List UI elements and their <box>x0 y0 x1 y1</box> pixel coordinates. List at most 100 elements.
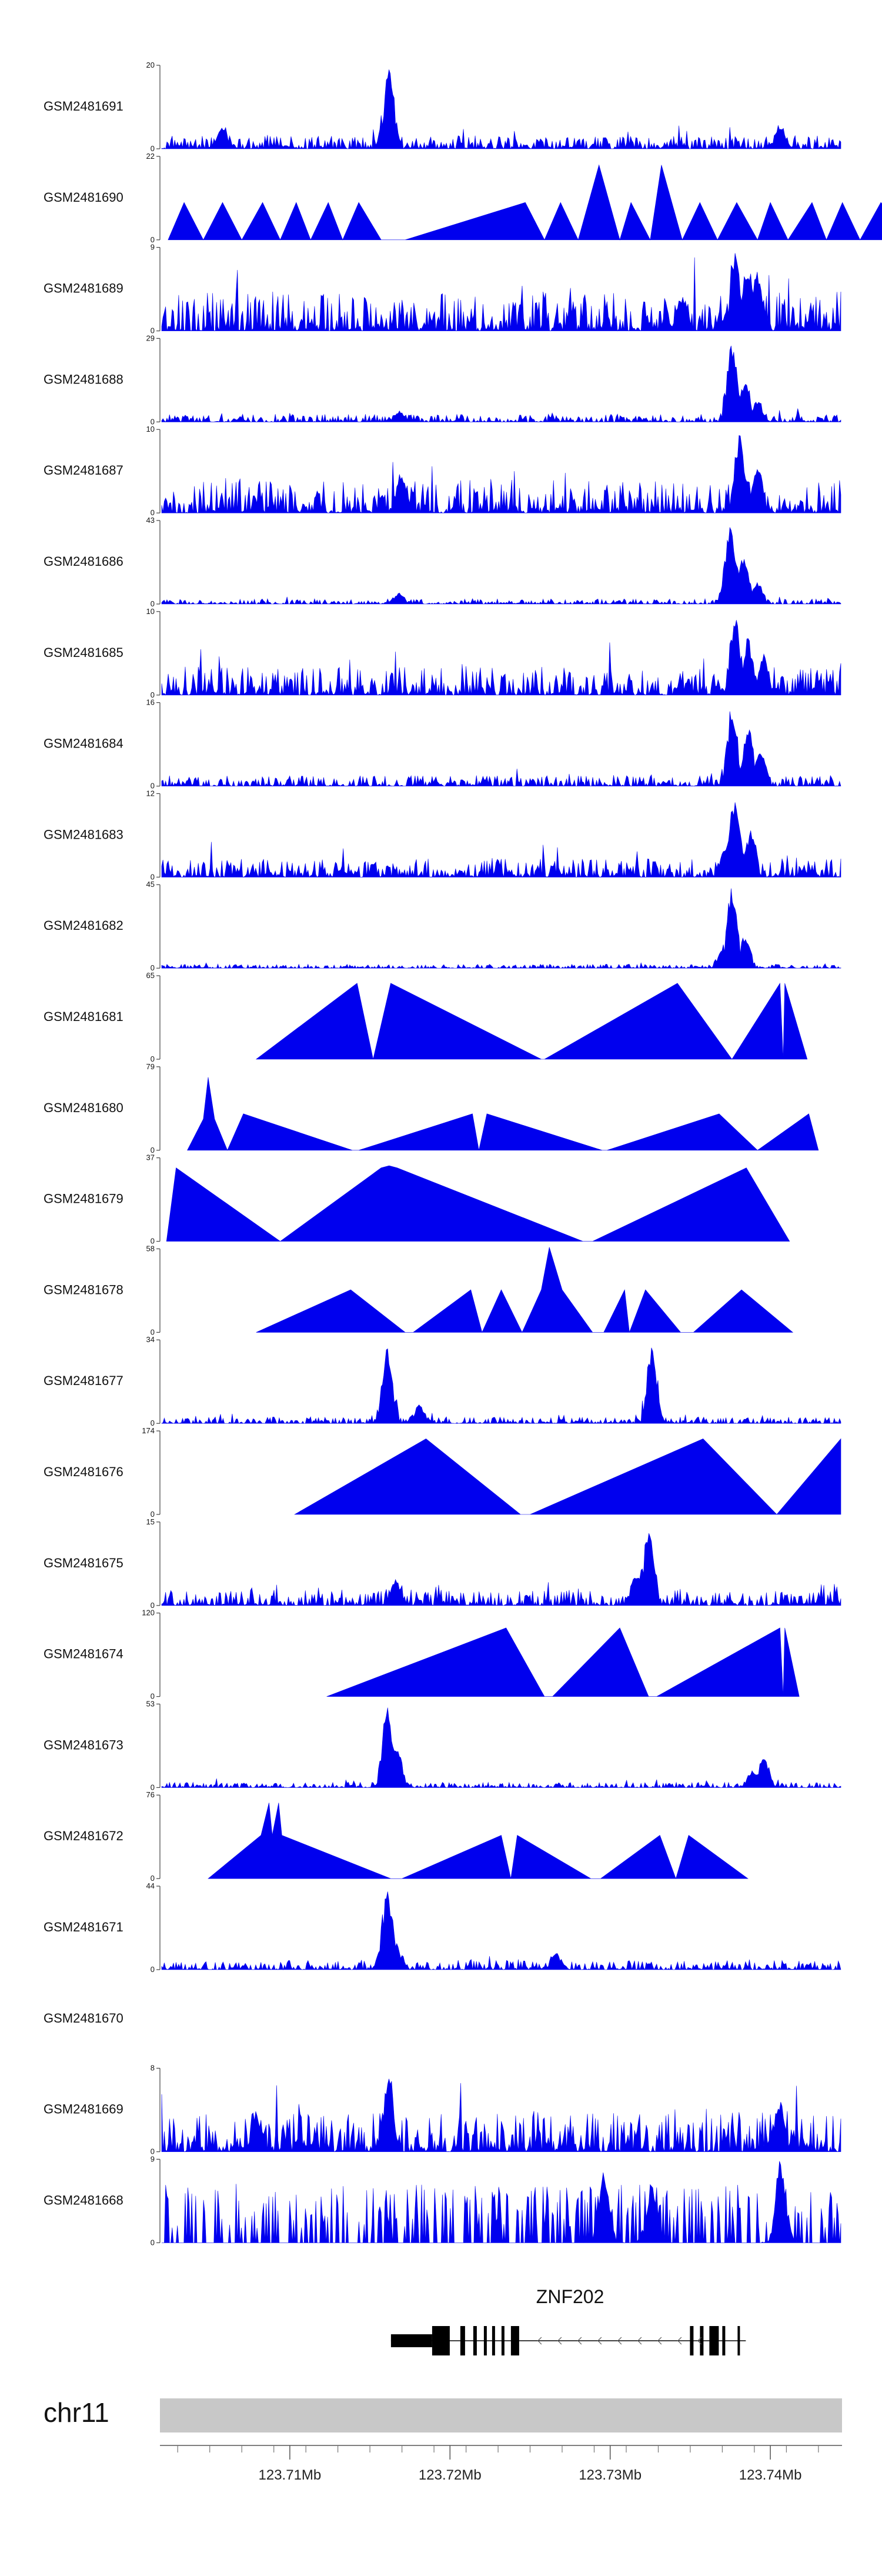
track-GSM2481680: GSM2481680 79 0 <box>44 1062 819 1154</box>
signal-area <box>255 982 808 1060</box>
track-GSM2481681: GSM2481681 65 0 <box>44 971 808 1063</box>
y-axis: 15 0 <box>146 1517 161 1610</box>
x-tick-label: 123.74Mb <box>739 2467 802 2483</box>
y-tick-label: 10 <box>146 425 155 433</box>
strand-arrow <box>677 2337 682 2345</box>
y-tick-label: 0 <box>151 963 155 972</box>
x-tick-label: 123.73Mb <box>579 2467 642 2483</box>
y-axis: 43 0 <box>146 516 161 608</box>
track-GSM2481669: GSM2481669 80 <box>44 2064 841 2156</box>
signal-area <box>166 1165 790 1242</box>
y-tick-label: 0 <box>151 1419 155 1427</box>
y-tick-label: 45 <box>146 880 155 889</box>
track-label: GSM2481670 <box>44 2011 123 2026</box>
y-axis: 80 <box>151 2064 161 2156</box>
signal-area <box>256 1247 794 1333</box>
y-tick-label: 29 <box>146 333 155 342</box>
track-GSM2481682: GSM2481682 45 0 <box>44 880 841 972</box>
gene-exon <box>501 2326 505 2355</box>
track-GSM2481687: GSM2481687 10 0 <box>44 425 841 517</box>
y-tick-label: 0 <box>151 2238 155 2247</box>
y-tick-label: 0 <box>151 235 155 244</box>
track-GSM2481670: GSM2481670 <box>44 2011 123 2026</box>
y-tick-label: 12 <box>146 789 155 798</box>
track-label: GSM2481669 <box>44 2102 123 2117</box>
y-tick-label: 0 <box>151 1327 155 1336</box>
y-axis: 10 0 <box>146 425 161 517</box>
chromosome-label: chr11 <box>44 2397 109 2428</box>
gene-exon <box>483 2326 487 2355</box>
gene-exon <box>432 2326 450 2355</box>
track-GSM2481672: GSM2481672 76 0 <box>44 1790 749 1883</box>
y-axis: 16 0 <box>146 698 161 790</box>
y-tick-label: 16 <box>146 698 155 707</box>
track-GSM2481678: GSM2481678 58 0 <box>44 1244 794 1336</box>
signal-area <box>187 1077 819 1151</box>
signal-area <box>161 620 841 696</box>
y-tick-label: 0 <box>151 1055 155 1063</box>
y-tick-label: 10 <box>146 607 155 616</box>
y-tick-label: 79 <box>146 1062 155 1071</box>
track-GSM2481675: GSM2481675 15 0 <box>44 1517 841 1610</box>
track-label: GSM2481691 <box>44 99 123 114</box>
y-tick-label: 76 <box>146 1790 155 1799</box>
signal-area <box>162 2161 841 2243</box>
y-tick-label: 37 <box>146 1153 155 1162</box>
track-label: GSM2481686 <box>44 554 123 569</box>
y-tick-label: 174 <box>142 1426 155 1435</box>
y-tick-label: 0 <box>151 690 155 699</box>
y-axis: 79 0 <box>146 1062 161 1154</box>
gene-exon <box>473 2326 477 2355</box>
y-tick-label: 44 <box>146 1881 155 1890</box>
strand-arrow <box>637 2337 642 2345</box>
gene-exon <box>709 2326 719 2355</box>
y-axis: 20 0 <box>146 61 161 153</box>
track-label: GSM2481684 <box>44 736 123 751</box>
track-GSM2481679: GSM2481679 37 0 <box>44 1153 790 1246</box>
track-GSM2481686: GSM2481686 43 0 <box>44 516 841 608</box>
y-tick-label: 0 <box>151 1146 155 1154</box>
track-label: GSM2481678 <box>44 1282 123 1297</box>
y-axis: 29 0 <box>146 333 161 426</box>
signal-area <box>161 888 841 969</box>
track-label: GSM2481688 <box>44 372 123 386</box>
y-tick-label: 15 <box>146 1517 155 1526</box>
y-tick-label: 9 <box>151 243 155 252</box>
track-label: GSM2481690 <box>44 190 123 205</box>
track-GSM2481690: GSM2481690 22 0 <box>44 152 882 244</box>
strand-arrow <box>697 2337 702 2345</box>
track-GSM2481674: GSM2481674 120 0 <box>44 1609 800 1701</box>
track-label: GSM2481673 <box>44 1737 123 1752</box>
y-axis: 76 0 <box>146 1790 161 1883</box>
gene-exon <box>700 2326 704 2355</box>
y-tick-label: 22 <box>146 152 155 161</box>
chromosome-ideogram: chr11 <box>44 2397 842 2432</box>
y-axis: 120 0 <box>142 1609 161 1701</box>
track-GSM2481671: GSM2481671 44 0 <box>44 1881 841 1974</box>
y-axis: 37 0 <box>146 1153 161 1246</box>
y-tick-label: 0 <box>151 144 155 153</box>
y-tick-label: 120 <box>142 1609 155 1617</box>
track-label: GSM2481672 <box>44 1828 123 1843</box>
track-label: GSM2481679 <box>44 1192 123 1206</box>
signal-area <box>161 345 841 423</box>
track-GSM2481673: GSM2481673 53 0 <box>44 1699 841 1791</box>
y-tick-label: 0 <box>151 326 155 335</box>
strand-arrow <box>537 2337 542 2345</box>
strand-arrow <box>617 2337 622 2345</box>
y-tick-label: 58 <box>146 1244 155 1253</box>
track-GSM2481688: GSM2481688 29 0 <box>44 333 841 426</box>
strand-arrow <box>577 2337 582 2345</box>
signal-area <box>161 1533 841 1606</box>
y-tick-label: 0 <box>151 1601 155 1610</box>
signal-area <box>161 1347 841 1424</box>
strand-arrow <box>557 2337 562 2345</box>
y-axis: 10 0 <box>146 607 161 699</box>
y-axis: 65 0 <box>146 971 161 1063</box>
track-label: GSM2481687 <box>44 463 123 478</box>
signal-area <box>168 164 882 241</box>
